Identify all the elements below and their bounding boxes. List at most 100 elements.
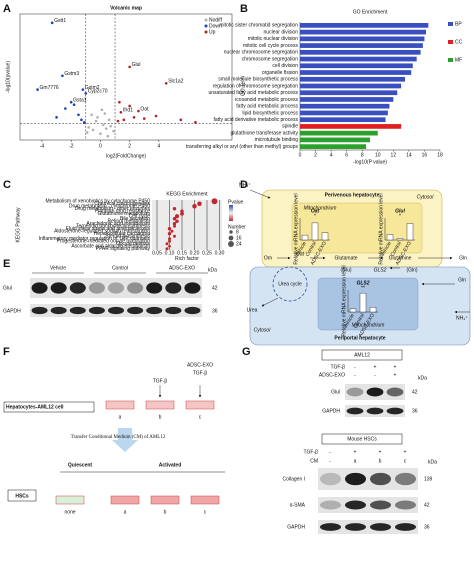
y-tick-label: Progesterone-mediated oocyte maturation [57, 239, 151, 245]
mito-bottom [317, 277, 419, 331]
sign: + [404, 449, 407, 455]
y-tick-label: Hepatocellular carcinoma [94, 231, 151, 237]
y-tick-label: glutathione transferase activity [230, 130, 298, 136]
point-label: Slc1a2 [168, 79, 184, 85]
panel-label: F [3, 346, 10, 358]
x-tick-label: 0.05 [152, 250, 162, 256]
bar [300, 117, 386, 123]
point [80, 118, 83, 122]
dot [172, 217, 177, 221]
bar [300, 56, 417, 62]
y-axis-label: GO Term [240, 76, 246, 96]
bar [300, 49, 421, 55]
x-tick-label: -2 [69, 143, 74, 149]
bar [300, 103, 390, 109]
point [64, 107, 67, 110]
point-label: Gsta1 [73, 98, 87, 104]
point [90, 113, 93, 117]
band [345, 472, 366, 486]
y-tick-label: Aldosterone-regulated sodium reabsorptio… [54, 229, 150, 235]
y-tick-label: Chemical carcinogenesis [94, 201, 150, 207]
urea-cycle [272, 266, 308, 302]
bar [349, 308, 357, 313]
diagram-text: Cytosol [254, 327, 272, 333]
kda-value: 42 [212, 285, 218, 291]
cell-label: Hepatocytes-AML12 cell [6, 404, 64, 410]
dish-label: a [119, 414, 122, 420]
row-label: Glul [3, 285, 12, 291]
band [127, 282, 144, 294]
arrow [249, 189, 271, 199]
band [320, 523, 341, 531]
band [370, 472, 391, 486]
x-tick-label: 10 [375, 152, 381, 158]
blot [318, 520, 418, 534]
diagram-text: Gln [458, 277, 466, 283]
diagram-text: Orn [264, 255, 273, 261]
band [165, 282, 182, 294]
diagram-text: Urea cycle [278, 281, 302, 287]
band [31, 306, 48, 315]
point-label: Ifrd1 [123, 108, 133, 114]
bar [300, 130, 378, 136]
legend-label: BP [455, 21, 462, 27]
diagram-text: (Gln) [406, 267, 417, 273]
state-label: Quiescent [68, 462, 93, 468]
dot [165, 247, 169, 251]
dot [170, 229, 174, 233]
point-label: Gm7776 [40, 85, 59, 91]
bar [300, 90, 398, 96]
y-tick-label: nuclear division [264, 29, 299, 35]
point [122, 118, 126, 122]
color-scale [229, 205, 233, 221]
transfer-arrow [112, 428, 138, 452]
point [179, 118, 183, 122]
transfer-label: Transfer Conditional Medium (CM) of AML1… [71, 435, 166, 440]
y-tick-label: Cell cycle [129, 214, 151, 220]
treatment: TGF-β [153, 378, 168, 384]
y-tick-label: Retinol metabolism [107, 219, 150, 225]
point [154, 114, 158, 118]
kda-value: 139 [424, 476, 433, 482]
y-tick-label: lipid biosynthetic process [242, 110, 298, 116]
point [128, 104, 131, 108]
band [107, 306, 125, 315]
point [85, 131, 89, 134]
dish [110, 495, 140, 505]
dish [150, 495, 180, 505]
legend-label: Nodiff [209, 17, 223, 23]
significance: * [314, 213, 316, 219]
bar [301, 234, 309, 241]
x-tick-label: 0.25 [202, 250, 212, 256]
point [77, 113, 80, 117]
bar [300, 23, 429, 28]
legend-swatch [448, 22, 453, 26]
legend-label: 16 [236, 235, 242, 241]
point [83, 121, 86, 124]
legend-swatch [448, 40, 453, 44]
y-tick-label: Glutathione metabolism [97, 211, 150, 217]
dish-label: a [124, 509, 127, 515]
dish [105, 400, 135, 410]
point [94, 119, 98, 123]
legend-label: CC [455, 39, 463, 45]
y-tick-label: nuclear chromosome segregation [224, 50, 298, 56]
blot [30, 278, 202, 298]
bar [300, 137, 370, 143]
y-tick-label: mitotic sister chromatid segregation [219, 23, 298, 29]
treatment: TGF-β [193, 370, 208, 376]
dot [175, 219, 179, 223]
y-tick-label: transferring alkyl or aryl (other than m… [186, 144, 298, 150]
point [102, 123, 105, 127]
y-tick-label: organelle fission [262, 70, 298, 76]
y-axis-label: Relative mRNA expression level [341, 265, 347, 336]
sign: b [379, 458, 382, 464]
band [88, 282, 105, 294]
point [84, 92, 88, 95]
point [194, 121, 197, 124]
point [87, 126, 91, 129]
point [96, 116, 99, 119]
y-tick-label: cell division [272, 63, 298, 69]
panel-label: D [240, 179, 248, 191]
point [137, 109, 140, 113]
